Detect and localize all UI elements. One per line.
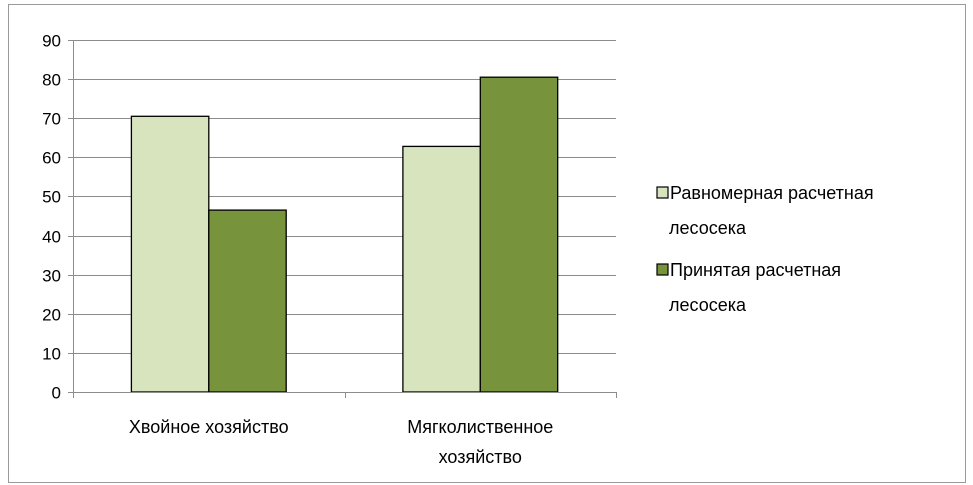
legend-label-line: лесосека [669,218,747,238]
legend-swatch [656,186,669,199]
legend-label: Принятая расчетная лесосека [669,260,841,315]
axes: 0 10 20 30 40 50 60 70 80 90 Хвойное хозяйство Мягк… [42,32,617,467]
y-tick-label: 30 [42,267,61,286]
y-tick-label: 10 [42,345,61,364]
x-tick-label-line: хозяйство [439,447,522,467]
y-tick-label: 50 [42,188,61,207]
bar [130,115,210,393]
y-tick-label: 70 [42,110,61,129]
bar [402,145,481,393]
y-tick-label: 80 [42,71,61,90]
x-tick-label-line: Хвойное хозяйство [129,417,289,437]
x-tick-label-line: Мягколиственное [407,417,553,437]
y-tick-label: 90 [42,32,61,51]
y-tick-label: 0 [52,384,61,403]
legend-label: Равномерная расчетная лесосека [669,183,874,238]
y-tick-label: 20 [42,306,61,325]
y-tick-label: 40 [42,228,61,247]
bar [208,209,287,393]
bar [479,76,559,393]
legend-label-line: Равномерная расчетная [670,183,874,203]
y-tick-label: 60 [42,149,61,168]
legend-label-line: лесосека [669,295,747,315]
x-tick-label: Хвойное хозяйство [129,417,289,437]
legend-label-line: Принятая расчетная [670,260,841,280]
bars [130,76,559,393]
x-tick-label: Мягколиственное хозяйство [407,417,553,467]
legend-swatch [656,263,669,276]
